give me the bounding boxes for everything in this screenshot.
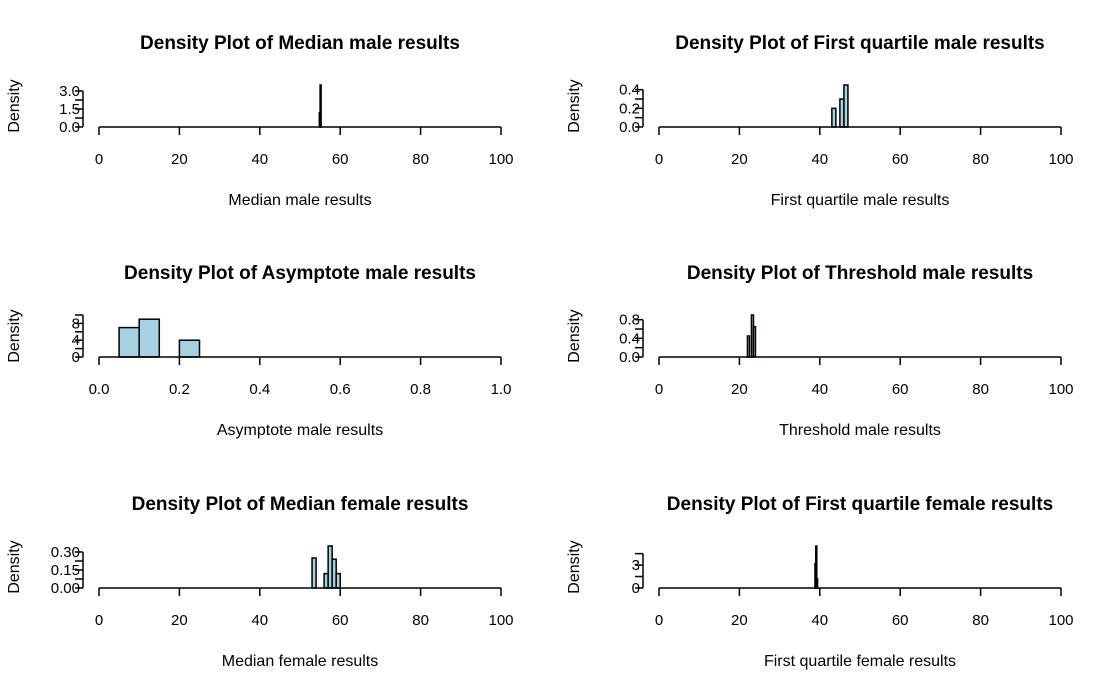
x-tick-label: 20 [731, 151, 748, 168]
chart-title: Density Plot of First quartile male resu… [675, 33, 1045, 54]
histogram-bar [319, 84, 322, 128]
y-axis-label: Density [566, 540, 583, 593]
y-tick-label: 0 [632, 580, 640, 597]
y-tick-label: 4 [72, 332, 80, 349]
y-axis-label: Density [6, 309, 23, 362]
x-tick-label: 100 [1048, 151, 1073, 168]
x-axis-label: First quartile male results [771, 192, 950, 209]
histogram-bar [752, 325, 757, 358]
histogram-panel-6: Density Plot of First quartile female re… [566, 494, 1074, 670]
x-tick-label: 100 [1048, 612, 1073, 629]
y-axis-label: Density [566, 309, 583, 362]
histogram-panel-1: Density Plot of Median male results 0 20 40… [6, 33, 514, 209]
histogram-bar [843, 84, 849, 128]
y-tick-label: 0.4 [619, 330, 640, 347]
y-tick-label: 0.15 [51, 562, 80, 579]
histogram-bar [118, 326, 140, 358]
x-tick-label: 20 [171, 612, 188, 629]
x-axis-label: Asymptote male results [217, 422, 383, 439]
x-tick-label: 40 [811, 151, 828, 168]
chart-title: Density Plot of Asymptote male results [124, 263, 476, 284]
x-axis-label: First quartile female results [764, 653, 956, 670]
x-tick-label: 60 [892, 151, 909, 168]
y-tick-label: 0.00 [51, 580, 80, 597]
y-tick-label: 0.0 [59, 119, 80, 136]
x-tick-label: 100 [488, 151, 513, 168]
x-tick-label: 60 [332, 612, 349, 629]
x-tick-label: 40 [811, 612, 828, 629]
x-tick-label: 60 [892, 381, 909, 398]
y-tick-label: 8 [72, 315, 80, 332]
x-tick-label: 0.6 [330, 381, 351, 398]
x-tick-label: 1.0 [491, 381, 512, 398]
x-tick-label: 0 [95, 151, 103, 168]
x-tick-label: 0 [655, 151, 663, 168]
x-tick-label: 40 [811, 381, 828, 398]
x-tick-label: 20 [731, 612, 748, 629]
histogram-panel-5: Density Plot of Median female results 0 20… [6, 494, 514, 670]
histogram-bar [831, 107, 837, 128]
y-axis-label: Density [6, 540, 23, 593]
histogram-bar [138, 318, 161, 358]
x-tick-label: 80 [972, 381, 989, 398]
y-tick-label: 3.0 [59, 83, 80, 100]
histogram-bar [311, 557, 317, 589]
x-tick-label: 100 [488, 612, 513, 629]
x-tick-label: 0 [655, 612, 663, 629]
x-tick-label: 80 [972, 151, 989, 168]
x-axis-label: Median female results [222, 653, 379, 670]
y-tick-label: 0.8 [619, 312, 640, 329]
x-axis-label: Median male results [228, 192, 371, 209]
histogram-panel-2: Density Plot of First quartile male resu… [566, 33, 1074, 209]
y-axis-label: Density [6, 79, 23, 132]
histogram-panel-4: Density Plot of Threshold male results 0 2… [566, 263, 1074, 439]
x-tick-label: 0 [95, 612, 103, 629]
histogram-bar [335, 572, 341, 589]
x-tick-label: 60 [892, 612, 909, 629]
y-tick-label: 3 [632, 557, 640, 574]
x-tick-label: 40 [251, 151, 268, 168]
x-tick-label: 20 [731, 381, 748, 398]
histogram-bar [815, 578, 819, 589]
x-tick-label: 20 [171, 151, 188, 168]
x-tick-label: 80 [972, 612, 989, 629]
x-tick-label: 0.2 [169, 381, 190, 398]
chart-title: Density Plot of Median female results [132, 494, 469, 515]
x-tick-label: 80 [412, 612, 429, 629]
histogram-bar [178, 339, 201, 358]
x-tick-label: 0.0 [89, 381, 110, 398]
x-tick-label: 0 [655, 381, 663, 398]
y-tick-label: 0 [72, 349, 80, 366]
x-tick-label: 0.4 [249, 381, 270, 398]
x-axis-label: Threshold male results [779, 422, 941, 439]
chart-title: Density Plot of Threshold male results [687, 263, 1033, 284]
x-tick-label: 100 [1048, 381, 1073, 398]
y-tick-label: 0.0 [619, 119, 640, 136]
chart-title: Density Plot of First quartile female re… [667, 494, 1053, 515]
y-tick-label: 0.0 [619, 349, 640, 366]
y-tick-label: 0.2 [619, 100, 640, 117]
histogram-bar [746, 335, 751, 358]
x-tick-label: 40 [251, 612, 268, 629]
y-axis-label: Density [566, 79, 583, 132]
x-tick-label: 0.8 [410, 381, 431, 398]
y-tick-label: 0.30 [51, 544, 80, 561]
x-tick-label: 60 [332, 151, 349, 168]
y-tick-label: 0.4 [619, 82, 640, 99]
histogram-panel-3: Density Plot of Asymptote male results 0.… [6, 263, 511, 439]
y-tick-label: 1.5 [59, 101, 80, 118]
chart-title: Density Plot of Median male results [140, 33, 460, 54]
x-tick-label: 80 [412, 151, 429, 168]
